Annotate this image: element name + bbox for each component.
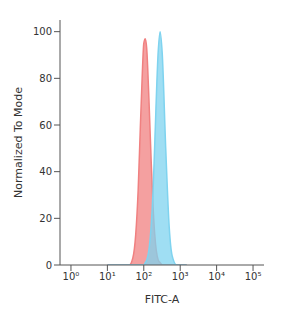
svg-text:0: 0 <box>46 260 52 271</box>
svg-text:80: 80 <box>39 73 52 84</box>
svg-text:10³: 10³ <box>172 271 189 282</box>
svg-text:Normalized To Mode: Normalized To Mode <box>12 87 25 198</box>
svg-text:60: 60 <box>39 120 52 131</box>
svg-text:20: 20 <box>39 213 52 224</box>
svg-text:FITC-A: FITC-A <box>145 293 180 306</box>
svg-text:100: 100 <box>33 26 52 37</box>
svg-text:10⁰: 10⁰ <box>63 271 80 282</box>
svg-text:40: 40 <box>39 166 52 177</box>
svg-text:10¹: 10¹ <box>99 271 116 282</box>
svg-text:10⁵: 10⁵ <box>245 271 262 282</box>
svg-text:10⁴: 10⁴ <box>208 271 225 282</box>
svg-text:10²: 10² <box>135 271 152 282</box>
